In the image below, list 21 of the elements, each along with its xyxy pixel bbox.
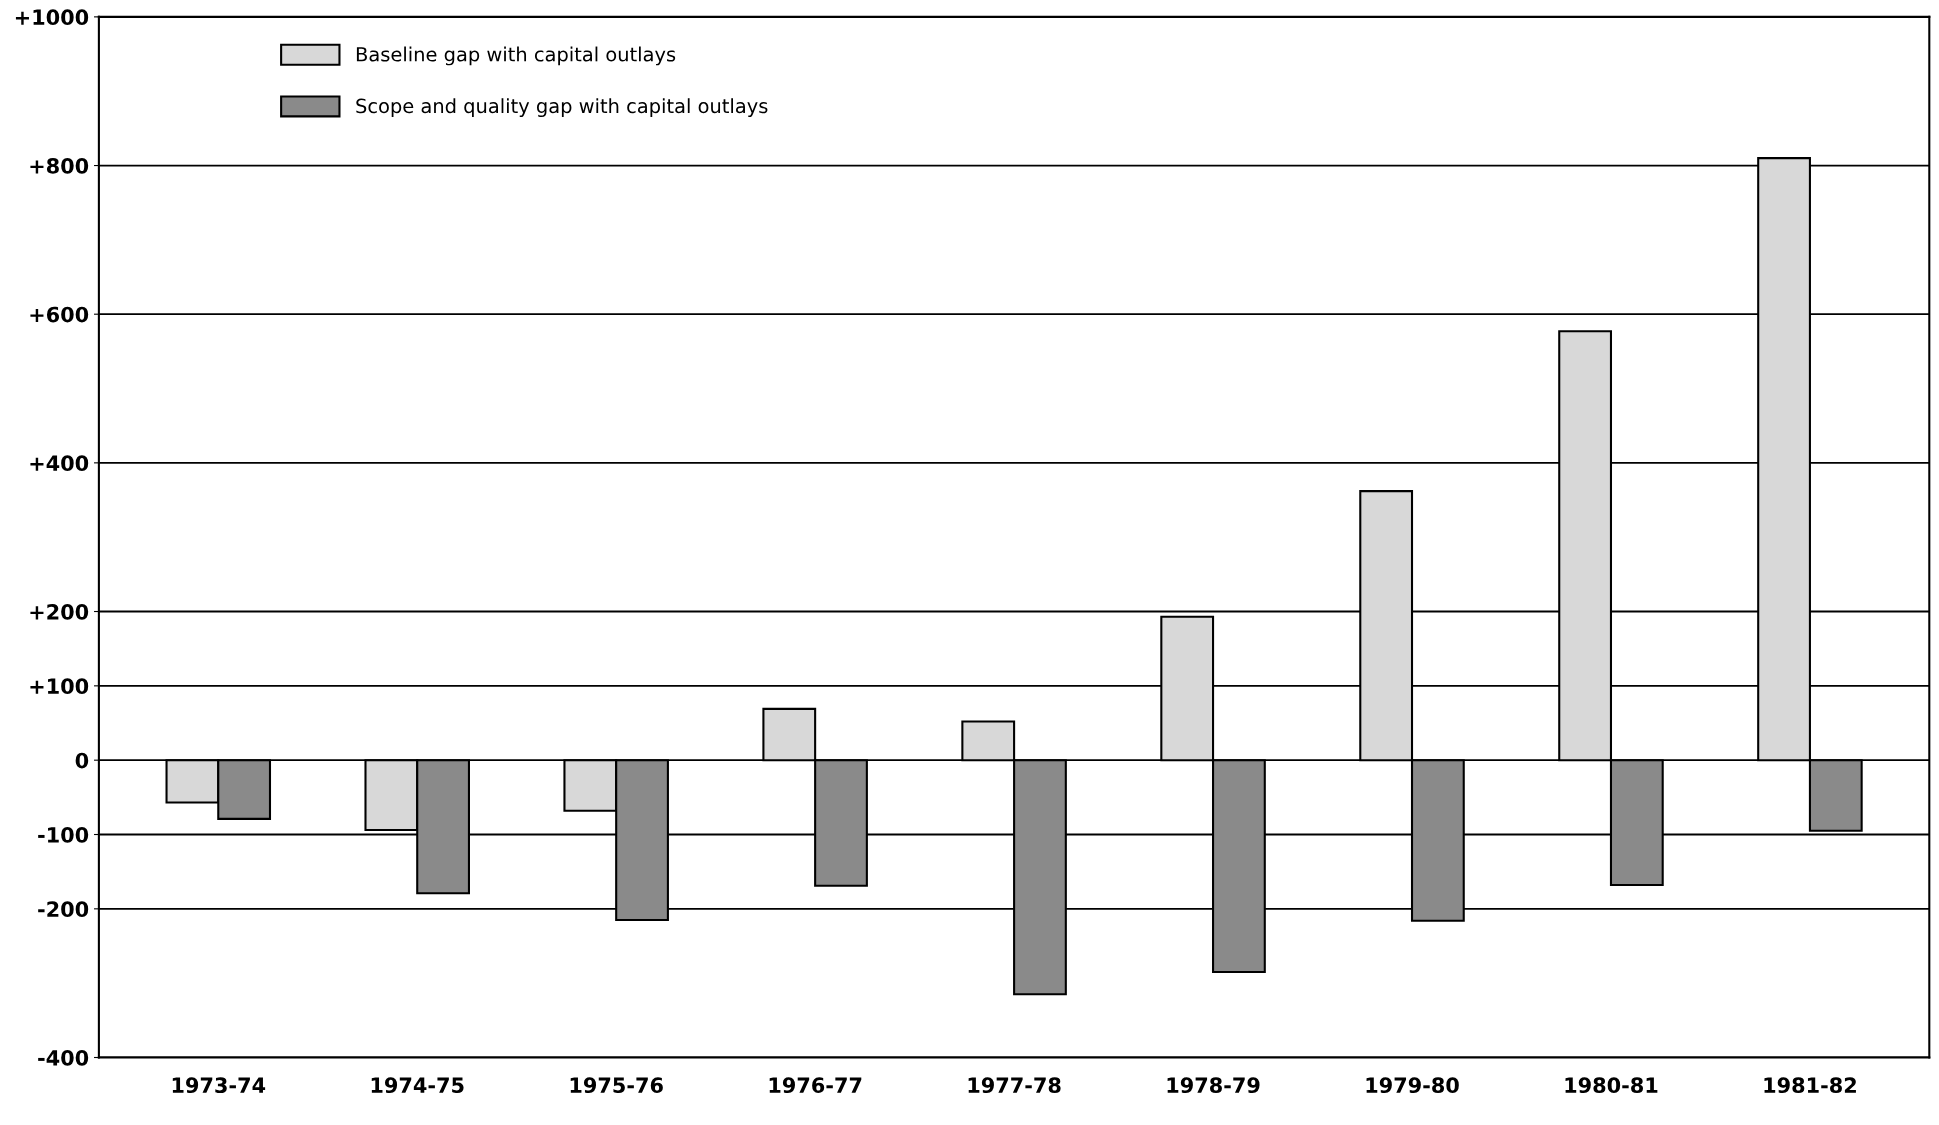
y-tick-label: +100	[30, 678, 89, 695]
y-tick-label: -200	[38, 901, 89, 918]
x-tick-label: 1975-76	[570, 1077, 663, 1094]
x-tick-label: 1978-79	[1167, 1077, 1260, 1094]
y-tick-label: +400	[30, 455, 89, 472]
x-tick-label: 1973-74	[172, 1077, 266, 1094]
x-tick-label: 1976-77	[769, 1077, 862, 1094]
y-tick-label: 0	[75, 752, 89, 769]
legend-label: Scope and quality gap with capital outlays	[356, 98, 768, 118]
x-tick-label: 1979-80	[1366, 1077, 1459, 1094]
legend-label: Baseline gap with capital outlays	[356, 46, 676, 66]
y-tick-label: +200	[30, 603, 89, 620]
y-tick-label: -100	[38, 826, 89, 843]
y-tick-label: -400	[38, 1049, 89, 1066]
x-tick-label: 1980-81	[1565, 1077, 1658, 1094]
x-tick-label: 1977-78	[968, 1077, 1061, 1094]
y-tick-label: +800	[30, 157, 89, 174]
y-tick-label: +1000	[15, 9, 89, 26]
y-tick-label: +600	[30, 306, 89, 323]
x-tick-label: 1981-82	[1764, 1077, 1856, 1094]
x-tick-label: 1974-75	[371, 1077, 464, 1094]
